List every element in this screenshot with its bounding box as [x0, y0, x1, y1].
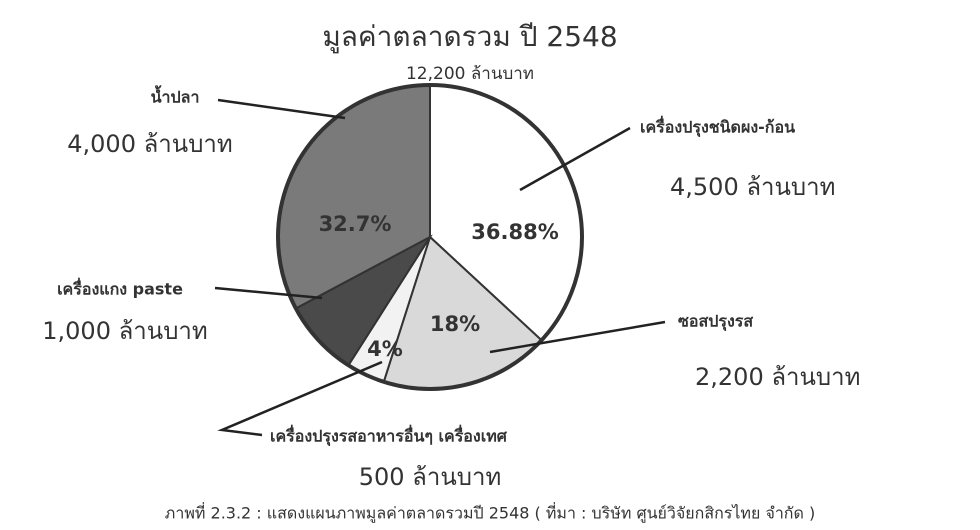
percent-label: 4%	[367, 337, 403, 361]
slice-value-label: 500 ล้านบาท	[359, 463, 502, 491]
caption: ภาพที่ 2.3.2 : แสดงแผนภาพมูลค่าตลาดรวมปี…	[165, 502, 815, 524]
leader-line	[214, 286, 323, 300]
slice-value-label: 4,500 ล้านบาท	[670, 173, 835, 201]
percent-label: 36.88%	[471, 220, 558, 244]
leader-line	[217, 98, 346, 120]
slice-name: เครื่องแกง paste	[57, 278, 183, 299]
leader-line	[519, 126, 631, 192]
percent-label: 18%	[430, 312, 480, 336]
slice-value-label: 1,000 ล้านบาท	[42, 317, 207, 345]
chart-subtitle: 12,200 ล้านบาท	[406, 64, 534, 84]
slice-name: ซอสปรุงรส	[678, 312, 753, 332]
percent-label: 32.7%	[319, 212, 392, 236]
pie-outline	[276, 83, 584, 391]
slice-name: เครื่องปรุงรสอาหารอื่นๆ เครื่องเทศ	[270, 425, 508, 447]
leader-line	[489, 320, 666, 354]
slice-name: น้ำปลา	[151, 85, 200, 107]
chart-title: มูลค่าตลาดรวม ปี 2548	[322, 20, 617, 54]
slice-name: เครื่องปรุงชนิดผง-ก้อน	[640, 116, 795, 138]
slice-value-label: 2,200 ล้านบาท	[695, 363, 860, 391]
leader-line	[217, 360, 383, 437]
slice-value-label: 4,000 ล้านบาท	[67, 130, 232, 158]
